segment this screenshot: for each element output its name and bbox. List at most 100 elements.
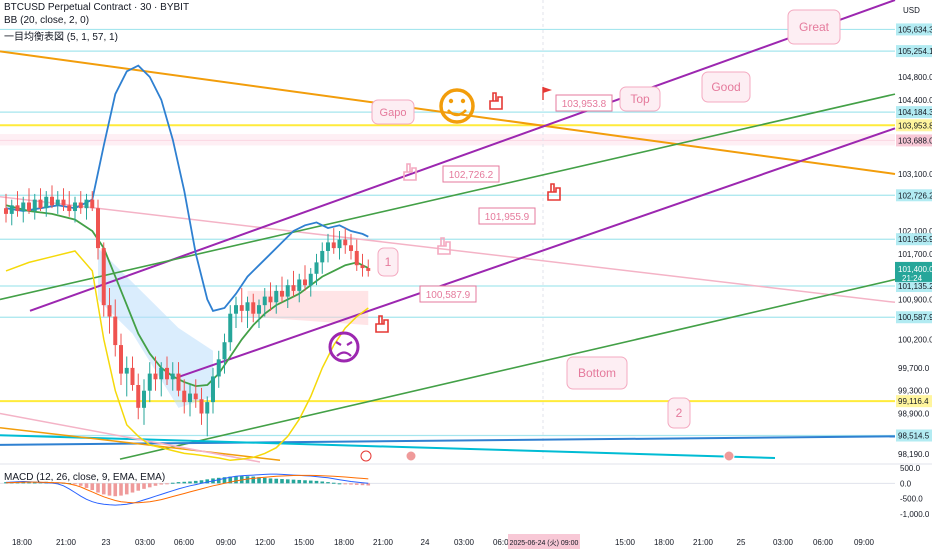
- candle-body[interactable]: [245, 302, 250, 311]
- candle-body[interactable]: [211, 376, 215, 403]
- event-marker-icon[interactable]: [360, 450, 372, 462]
- event-marker-icon[interactable]: [405, 450, 417, 462]
- candle-body[interactable]: [61, 199, 66, 206]
- candle-body[interactable]: [234, 305, 238, 314]
- candle-body[interactable]: [84, 199, 89, 209]
- candle-body[interactable]: [67, 205, 72, 212]
- macd-y-tick: -1,000.0: [900, 510, 930, 519]
- candle-body[interactable]: [38, 199, 43, 209]
- candle-body[interactable]: [326, 242, 330, 251]
- hand-pointer-icon: [403, 163, 417, 181]
- candle-body[interactable]: [44, 196, 49, 209]
- candle-body[interactable]: [193, 393, 198, 400]
- candle-body[interactable]: [101, 248, 106, 306]
- candle-body[interactable]: [124, 367, 129, 374]
- frown-mouth: [336, 351, 352, 357]
- candle-body[interactable]: [78, 202, 83, 209]
- candle-body[interactable]: [308, 273, 313, 286]
- candle-body[interactable]: [113, 316, 118, 346]
- candle-body[interactable]: [32, 199, 37, 212]
- candle-body[interactable]: [55, 199, 60, 206]
- candle-body[interactable]: [142, 390, 146, 408]
- callout-2[interactable]: [667, 397, 691, 429]
- candle-body[interactable]: [228, 313, 233, 343]
- candle-body[interactable]: [354, 250, 359, 266]
- ichimoku-indicator-label[interactable]: 一目均衡表図 (5, 1, 57, 1): [4, 32, 118, 43]
- candle-body[interactable]: [303, 279, 307, 286]
- candle-body[interactable]: [73, 202, 77, 212]
- candle-body[interactable]: [262, 296, 267, 306]
- candle-body[interactable]: [366, 268, 371, 271]
- blue-trendline[interactable]: [0, 435, 896, 446]
- macd-histogram-bar: [216, 477, 221, 484]
- event-marker-icon[interactable]: [723, 450, 735, 462]
- macd-histogram-bar: [326, 482, 330, 484]
- good-callout[interactable]: [701, 71, 751, 103]
- x-tick-label: 23: [102, 538, 111, 547]
- candle-body[interactable]: [331, 242, 336, 249]
- candle-body[interactable]: [119, 345, 123, 374]
- candle-body[interactable]: [343, 239, 348, 246]
- candle-body[interactable]: [199, 399, 204, 414]
- candle-body[interactable]: [188, 393, 192, 403]
- candle-body[interactable]: [4, 208, 8, 214]
- green-trendline-upper[interactable]: [0, 93, 896, 301]
- gapo-callout[interactable]: [371, 99, 415, 125]
- candle-body[interactable]: [182, 390, 187, 403]
- candle-body[interactable]: [257, 305, 261, 314]
- candle-body[interactable]: [349, 245, 353, 251]
- bottom-callout[interactable]: [566, 356, 628, 390]
- candle-body[interactable]: [297, 279, 302, 291]
- candle-body[interactable]: [360, 265, 365, 269]
- macd-histogram-bar: [268, 478, 273, 484]
- cyan-trendline[interactable]: [0, 434, 776, 460]
- candle-body[interactable]: [320, 250, 325, 263]
- candle-body[interactable]: [274, 290, 279, 303]
- purple-channel-lower[interactable]: [179, 127, 896, 378]
- candle-body[interactable]: [50, 196, 54, 206]
- top-callout[interactable]: [619, 86, 661, 112]
- orange-trendline[interactable]: [0, 50, 896, 175]
- tag-102726[interactable]: [442, 165, 500, 183]
- candle-body[interactable]: [27, 202, 31, 212]
- candle-body[interactable]: [170, 373, 175, 380]
- candle-body[interactable]: [9, 205, 14, 214]
- candle-body[interactable]: [90, 199, 95, 209]
- green-trendline-lower[interactable]: [119, 278, 896, 460]
- tag-101955[interactable]: [478, 207, 536, 225]
- candle-body[interactable]: [280, 290, 284, 297]
- candle-body[interactable]: [176, 373, 181, 391]
- x-tick-label: 09:00: [216, 538, 237, 547]
- candle-body[interactable]: [130, 367, 135, 385]
- candle-body[interactable]: [285, 285, 290, 297]
- candle-body[interactable]: [153, 373, 158, 380]
- pink-trendline-lower[interactable]: [0, 412, 261, 463]
- callout-1[interactable]: [377, 247, 399, 277]
- candle-body[interactable]: [165, 367, 169, 380]
- candle-body[interactable]: [239, 305, 244, 311]
- macd-histogram-bar: [331, 482, 336, 484]
- pink-trendline[interactable]: [0, 196, 896, 304]
- great-callout[interactable]: [787, 9, 841, 45]
- x-highlight-box: [508, 534, 580, 549]
- candle-body[interactable]: [216, 359, 221, 377]
- candle-body[interactable]: [268, 296, 273, 303]
- orange-trendline-lower[interactable]: [0, 427, 281, 462]
- candle-body[interactable]: [107, 305, 112, 317]
- candle-body[interactable]: [159, 367, 164, 380]
- macd-indicator-label[interactable]: MACD (12, 26, close, 9, EMA, EMA): [4, 472, 166, 483]
- candle-body[interactable]: [205, 402, 210, 414]
- tag-103953[interactable]: [555, 94, 613, 112]
- candle-body[interactable]: [291, 285, 296, 291]
- tag-100587[interactable]: [419, 285, 477, 303]
- bb-indicator-label[interactable]: BB (20, close, 2, 0): [4, 15, 90, 26]
- candle-body[interactable]: [314, 262, 319, 274]
- candle-body[interactable]: [147, 373, 152, 391]
- candle-body[interactable]: [337, 239, 342, 249]
- candle-body[interactable]: [136, 385, 141, 408]
- candle-body[interactable]: [15, 205, 20, 212]
- candle-body[interactable]: [222, 342, 227, 360]
- candle-body[interactable]: [21, 202, 26, 212]
- candle-body[interactable]: [96, 208, 100, 249]
- candle-body[interactable]: [251, 302, 256, 314]
